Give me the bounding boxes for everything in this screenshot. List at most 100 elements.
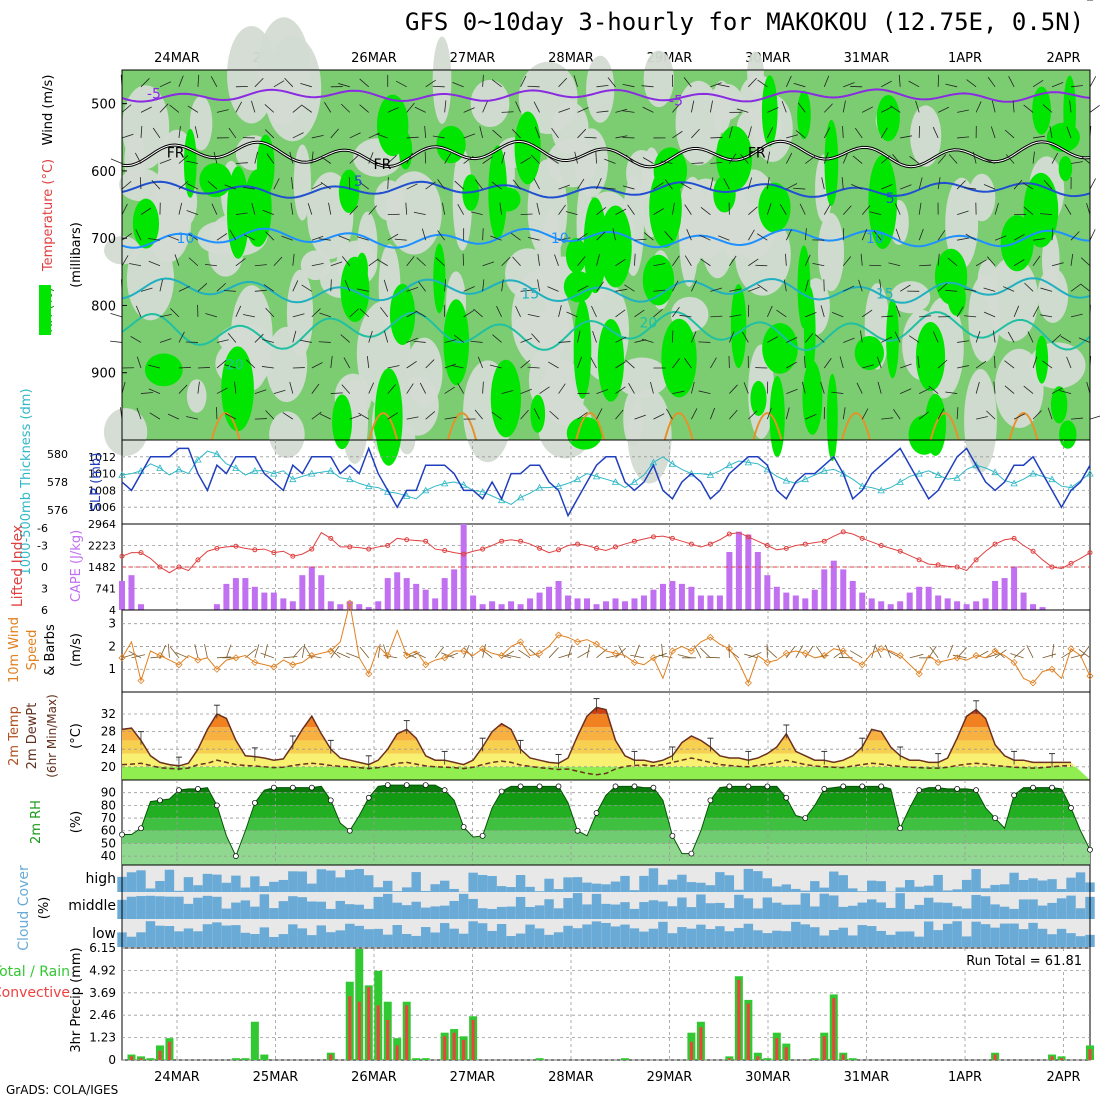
rh-marker <box>726 783 733 790</box>
wind-barb <box>917 356 920 369</box>
wind-barb <box>957 340 970 343</box>
wind-barb <box>376 133 388 139</box>
wind-barb <box>1013 179 1023 190</box>
cape-bar <box>261 592 268 610</box>
wind-barb <box>615 108 628 113</box>
wind-barb <box>1040 213 1053 216</box>
wind-barb <box>463 107 475 113</box>
wind-barb <box>406 183 418 190</box>
wind-barb <box>558 305 562 317</box>
li-marker <box>802 541 808 547</box>
cloud-bar <box>563 898 573 919</box>
precip-conv-bar <box>689 1041 693 1060</box>
wind-barb <box>197 283 208 292</box>
wind-barb <box>463 310 474 318</box>
wind-barb <box>558 237 571 241</box>
wind-barb <box>213 151 218 164</box>
cloud-bar <box>1028 878 1038 892</box>
cloud-bar <box>354 904 364 919</box>
wind-barb <box>136 356 142 369</box>
cloud-bar <box>174 931 184 947</box>
cape-bar <box>707 595 714 610</box>
wind-barb <box>919 264 932 267</box>
rh-marker <box>878 783 885 790</box>
cloud-bar <box>525 924 535 947</box>
cloud-bar <box>829 930 839 947</box>
cloud-bar <box>886 934 896 947</box>
wind-barb <box>653 413 665 420</box>
wind-barb <box>842 125 844 138</box>
wind-barb <box>1080 283 1091 292</box>
wind-barb <box>110 340 123 343</box>
rh-marker <box>688 850 695 857</box>
thickness-marker <box>839 469 847 477</box>
cloud-bar <box>629 928 640 947</box>
wind-barb <box>301 105 313 113</box>
wind-barb <box>831 312 844 318</box>
wind-speed-marker <box>327 647 335 655</box>
wind10m-barb <box>169 646 180 659</box>
wind-barb <box>262 339 274 343</box>
li-marker <box>290 553 296 559</box>
wind-barb <box>187 183 199 190</box>
cloud-bar <box>904 908 915 919</box>
wind-speed-marker <box>668 647 676 655</box>
wind-barb <box>937 359 948 369</box>
wind-barb <box>536 202 540 215</box>
wind10m-barb <box>359 646 370 659</box>
thickness-marker <box>516 493 525 501</box>
wind-barb <box>957 365 969 369</box>
li-tick-label: 3 <box>41 583 48 596</box>
wind-barb <box>900 184 912 190</box>
thickness-marker <box>896 478 904 485</box>
cloud-bar <box>980 896 991 919</box>
convective-contour <box>929 412 960 441</box>
rh-bright-patch <box>183 128 197 198</box>
wind-barb <box>554 254 559 266</box>
wind-barb <box>672 306 680 318</box>
wind-barb <box>533 408 540 420</box>
cloud-bar <box>715 872 725 892</box>
wind-barb <box>136 407 142 420</box>
cloud-bar <box>990 927 1000 947</box>
wind-barb <box>650 381 654 394</box>
wind-barb <box>121 181 132 190</box>
cloud-bar <box>923 885 934 892</box>
cape-bar <box>1011 566 1018 610</box>
li-marker <box>669 535 675 541</box>
wind-barb <box>174 254 180 266</box>
wind-barb <box>691 280 697 292</box>
rh-bright-patch <box>1058 156 1073 182</box>
wind-barb <box>786 361 797 369</box>
wind-barb <box>1089 415 1100 420</box>
rh-marker <box>593 810 600 816</box>
wind-barb <box>729 255 737 266</box>
wind-barb <box>444 152 452 164</box>
wind-barb <box>318 238 331 241</box>
wind-barb <box>254 333 264 343</box>
li-marker <box>480 546 486 552</box>
wind-barb <box>341 384 351 394</box>
wind-barb <box>823 103 833 113</box>
wind-barb <box>634 253 636 266</box>
wind-speed-marker <box>915 670 923 678</box>
rh-light-patch <box>675 80 722 166</box>
precip-conv-bar <box>167 1041 171 1060</box>
cape-bar <box>327 601 334 610</box>
wind-barb <box>842 100 846 113</box>
wind-barb <box>387 412 399 420</box>
wind-barb <box>421 228 427 241</box>
wind-barb <box>615 386 626 394</box>
cloud-bar <box>648 900 659 919</box>
li-marker <box>783 545 789 551</box>
cloud-bar <box>288 896 298 919</box>
cape-bar <box>432 598 439 610</box>
cloud-bar <box>477 874 488 892</box>
wind-barb <box>877 381 882 394</box>
wind10m-barb <box>850 650 863 659</box>
temp-contour-20 <box>121 310 1091 352</box>
wind-barb <box>852 155 863 164</box>
rh-bright-patch <box>565 237 587 274</box>
li-tick-label: -6 <box>37 522 48 535</box>
cloud-bar <box>392 902 402 919</box>
